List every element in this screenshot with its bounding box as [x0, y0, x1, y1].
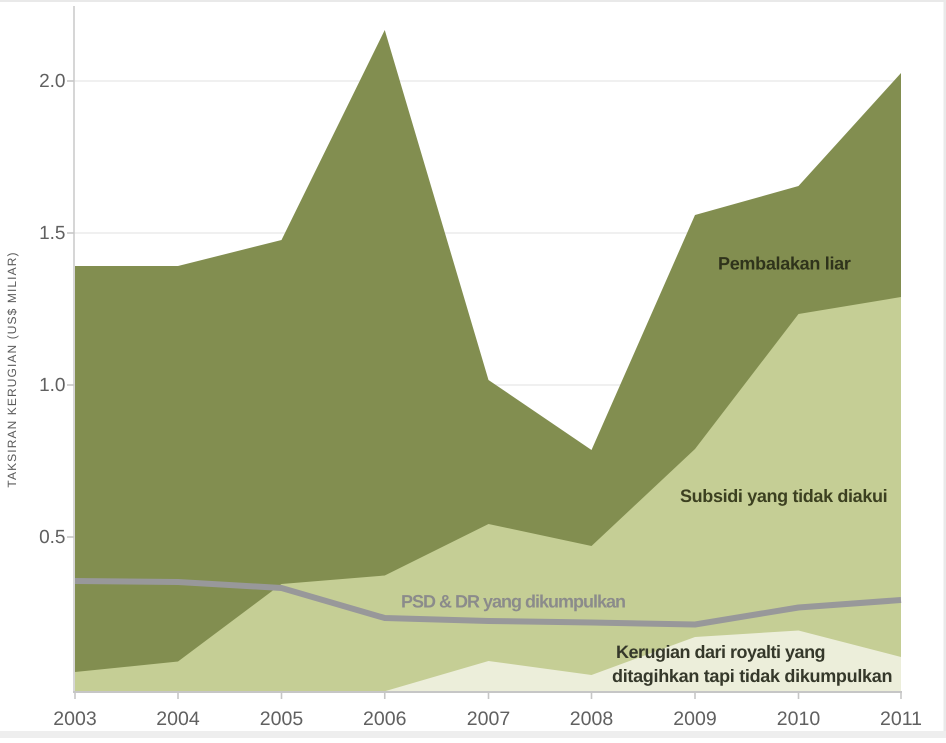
svg-text:Kerugian dari royalti yang: Kerugian dari royalti yang: [616, 642, 825, 662]
svg-text:2005: 2005: [260, 708, 304, 730]
svg-text:Subsidi yang tidak diakui: Subsidi yang tidak diakui: [680, 486, 887, 506]
svg-text:ditagihkan tapi tidak dikumpul: ditagihkan tapi tidak dikumpulkan: [612, 666, 892, 686]
svg-text:2008: 2008: [570, 708, 613, 730]
svg-text:0.5: 0.5: [39, 527, 65, 548]
svg-text:1.5: 1.5: [39, 223, 65, 244]
svg-text:TAKSIRAN KERUGIAN (US$ MILIAR): TAKSIRAN KERUGIAN (US$ MILIAR): [5, 251, 19, 487]
svg-text:Pembalakan liar: Pembalakan liar: [718, 254, 851, 274]
svg-text:2010: 2010: [777, 708, 821, 730]
svg-text:2004: 2004: [156, 708, 200, 730]
svg-text:2006: 2006: [363, 708, 406, 730]
svg-text:1.0: 1.0: [39, 375, 65, 396]
svg-text:PSD & DR yang dikumpulkan: PSD & DR yang dikumpulkan: [401, 592, 625, 612]
svg-text:2003: 2003: [53, 708, 96, 730]
svg-text:2011: 2011: [880, 708, 922, 730]
svg-text:2009: 2009: [673, 708, 716, 730]
svg-text:2.0: 2.0: [39, 71, 65, 92]
svg-text:2007: 2007: [467, 708, 510, 730]
